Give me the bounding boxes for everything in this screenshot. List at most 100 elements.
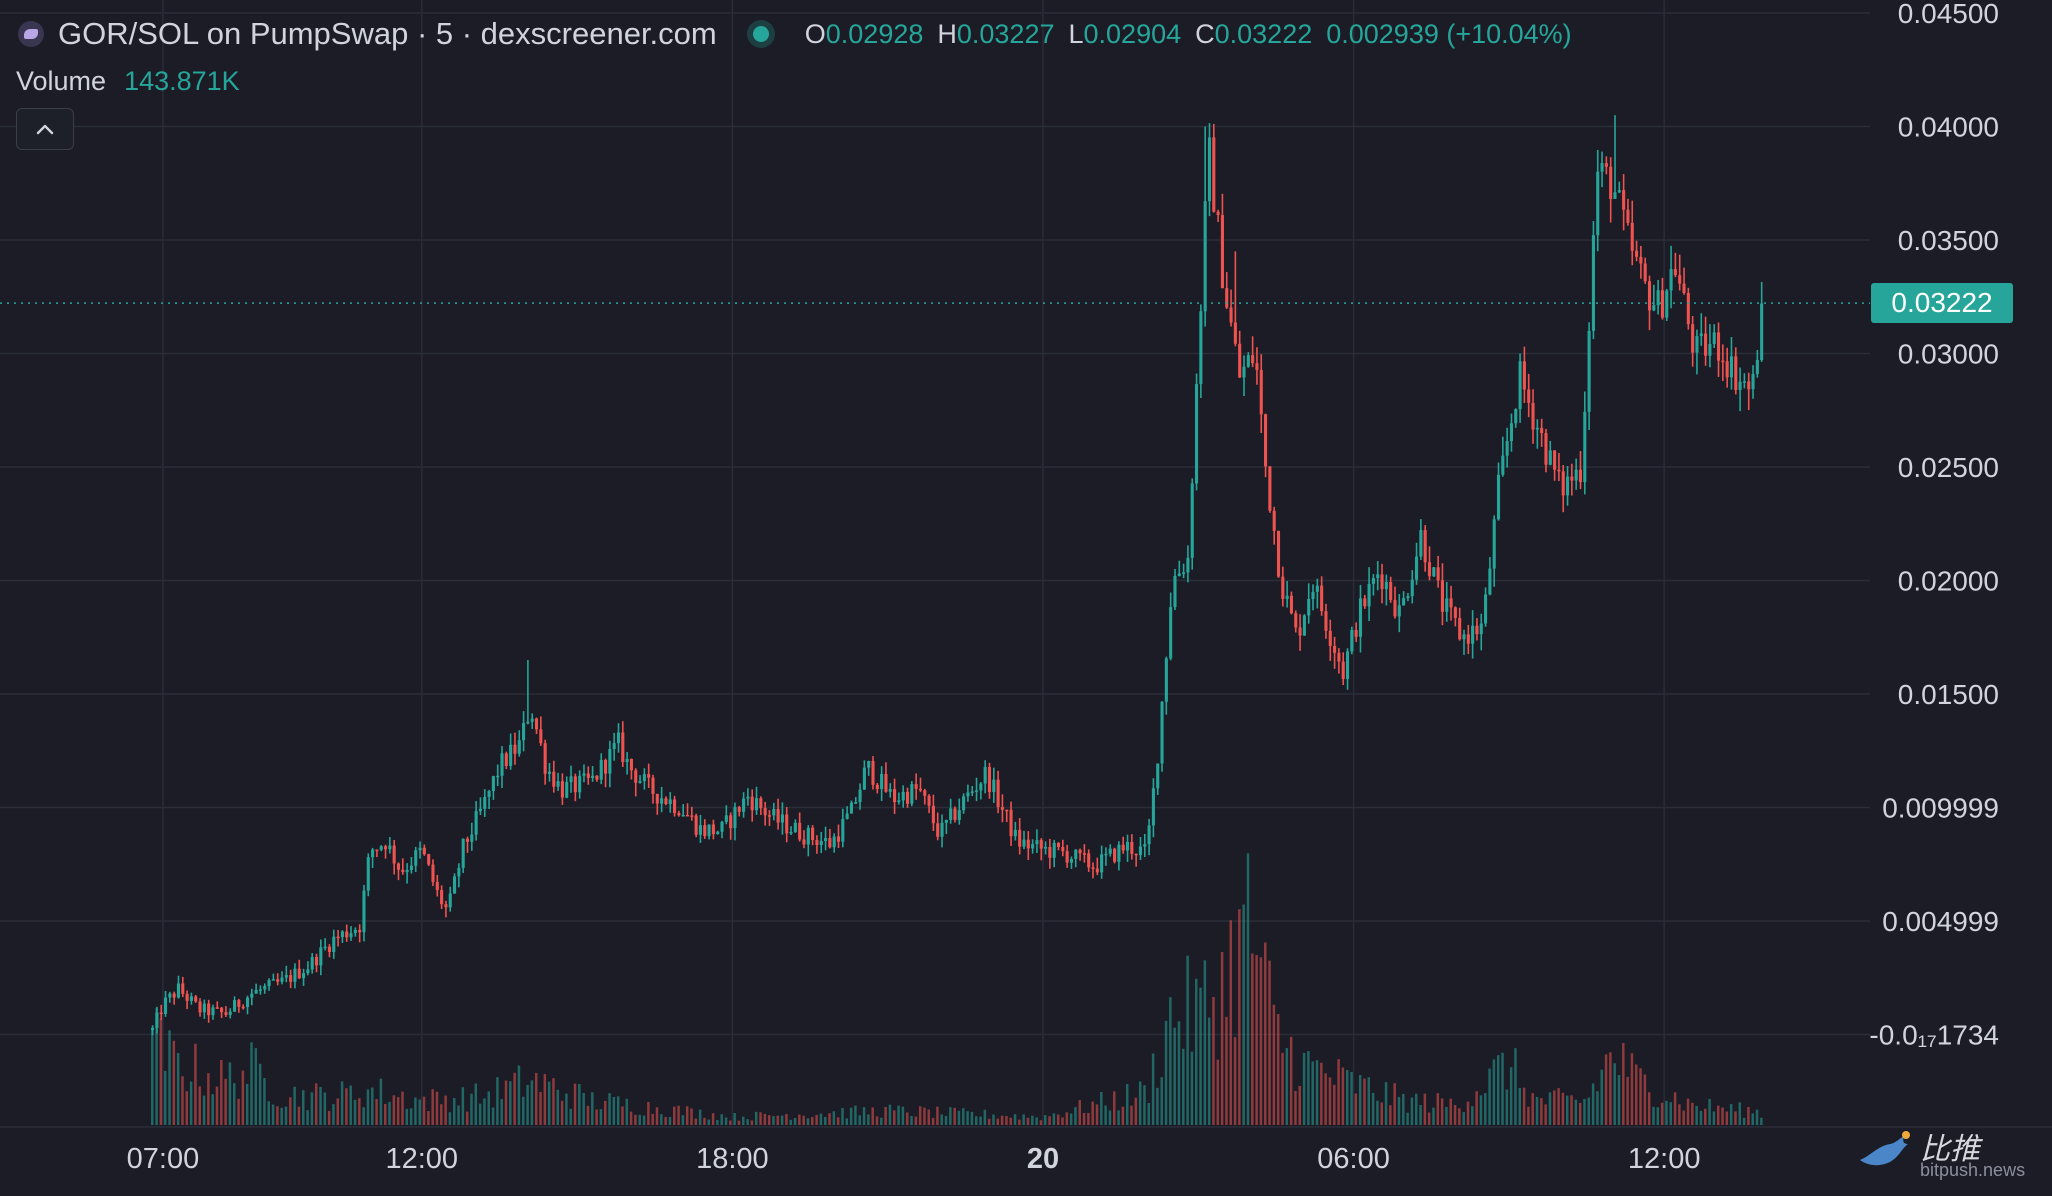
volume-bar xyxy=(1082,1112,1086,1125)
candle-body xyxy=(1591,235,1595,331)
candle-body xyxy=(1643,263,1647,282)
volume-bar xyxy=(258,1063,262,1125)
candle-body xyxy=(1276,530,1281,577)
candle-body xyxy=(698,825,703,835)
volume-bar xyxy=(1613,1063,1616,1125)
volume-bar xyxy=(401,1091,404,1125)
candle-body xyxy=(1501,455,1505,475)
volume-bar xyxy=(565,1093,568,1125)
candle-body xyxy=(1622,190,1626,210)
volume-bar xyxy=(862,1107,866,1125)
candle-body xyxy=(1389,581,1393,600)
volume-bar xyxy=(1630,1053,1634,1125)
volume-bar xyxy=(1548,1092,1552,1125)
candle-body xyxy=(1548,450,1552,465)
candle-body xyxy=(707,824,711,837)
candle-body xyxy=(1285,595,1289,599)
volume-bar xyxy=(220,1060,223,1125)
volume-bar xyxy=(379,1078,383,1125)
candle-body xyxy=(392,845,396,864)
candle-body xyxy=(1734,356,1738,391)
volume-bar xyxy=(763,1113,767,1125)
candle-body xyxy=(1324,611,1328,631)
volume-bar xyxy=(1100,1091,1103,1125)
volume-bar xyxy=(1113,1091,1116,1125)
volume-bar xyxy=(1622,1043,1625,1125)
candle-body xyxy=(435,881,439,891)
volume-bar xyxy=(944,1115,948,1125)
candle-body xyxy=(789,832,793,834)
volume-bar xyxy=(1341,1067,1345,1125)
volume-bar xyxy=(1561,1092,1565,1125)
volume-bar xyxy=(1125,1084,1129,1125)
candle-body xyxy=(1458,617,1462,640)
volume-bar xyxy=(1087,1112,1090,1125)
volume-bar xyxy=(824,1117,827,1125)
candle-body xyxy=(1026,839,1030,849)
volume-bar xyxy=(1272,1004,1276,1125)
volume-bar xyxy=(500,1099,503,1125)
volume-bar xyxy=(841,1108,844,1125)
candle-body xyxy=(547,771,552,774)
collapse-legend-button[interactable] xyxy=(16,108,74,150)
candle-body xyxy=(1432,567,1436,577)
candle-body xyxy=(1207,137,1212,202)
candle-body xyxy=(1440,580,1444,612)
candle-body xyxy=(1742,381,1746,383)
volume-bar xyxy=(1738,1102,1742,1125)
candle-body xyxy=(1514,409,1518,424)
volume-bar xyxy=(595,1109,598,1125)
candle-body xyxy=(1156,763,1160,789)
candle-body xyxy=(1345,651,1350,680)
candle-body xyxy=(1251,355,1255,364)
candle-body xyxy=(1220,215,1224,289)
volume-bar xyxy=(893,1110,896,1125)
chart-header: GOR/SOL on PumpSwap · 5 · dexscreener.co… xyxy=(18,12,1572,56)
volume-bar xyxy=(1160,1077,1163,1125)
candle-body xyxy=(772,809,776,816)
volume-bar xyxy=(901,1106,905,1125)
candle-body xyxy=(254,990,258,994)
candle-body xyxy=(1203,201,1207,312)
volume-bar xyxy=(1518,1087,1522,1125)
volume-bar xyxy=(1328,1077,1332,1125)
candle-body xyxy=(754,798,759,811)
volume-bar xyxy=(1747,1107,1750,1125)
volume-bar xyxy=(582,1093,585,1125)
candle-body xyxy=(1367,583,1371,607)
candle-body xyxy=(629,758,633,771)
candle-body xyxy=(763,807,767,816)
volume-bar xyxy=(392,1095,396,1125)
x-tick-label: 12:00 xyxy=(385,1143,458,1175)
volume-bar xyxy=(1216,1059,1220,1125)
candle-body xyxy=(884,773,888,792)
candle-body xyxy=(1484,594,1488,624)
volume-bar xyxy=(1238,909,1241,1125)
volume-bar xyxy=(155,1008,158,1125)
candle-body xyxy=(302,973,306,979)
candle-body xyxy=(168,993,172,998)
candle-body xyxy=(1565,476,1570,496)
volume-bar xyxy=(1496,1055,1500,1125)
candle-body xyxy=(1635,250,1639,257)
candle-body xyxy=(414,850,418,866)
candle-body xyxy=(1561,471,1565,496)
candle-body xyxy=(595,775,599,780)
volume-bar xyxy=(1695,1105,1698,1125)
x-tick-label: 20 xyxy=(1027,1143,1059,1175)
volume-bar xyxy=(1609,1052,1612,1125)
candle-body xyxy=(1061,847,1065,852)
candle-body xyxy=(1229,307,1233,323)
candle-body xyxy=(418,847,422,851)
volume-bar xyxy=(1660,1102,1664,1125)
chart-grid xyxy=(0,0,2052,1128)
volume-label: Volume xyxy=(16,65,107,96)
candle-body xyxy=(155,1012,159,1028)
volume-bar xyxy=(1570,1095,1573,1125)
candle-body xyxy=(1712,332,1716,345)
volume-bar xyxy=(733,1112,736,1125)
volume-bar xyxy=(1527,1106,1530,1125)
volume-bar xyxy=(1591,1083,1595,1125)
candle-body xyxy=(1048,846,1052,858)
